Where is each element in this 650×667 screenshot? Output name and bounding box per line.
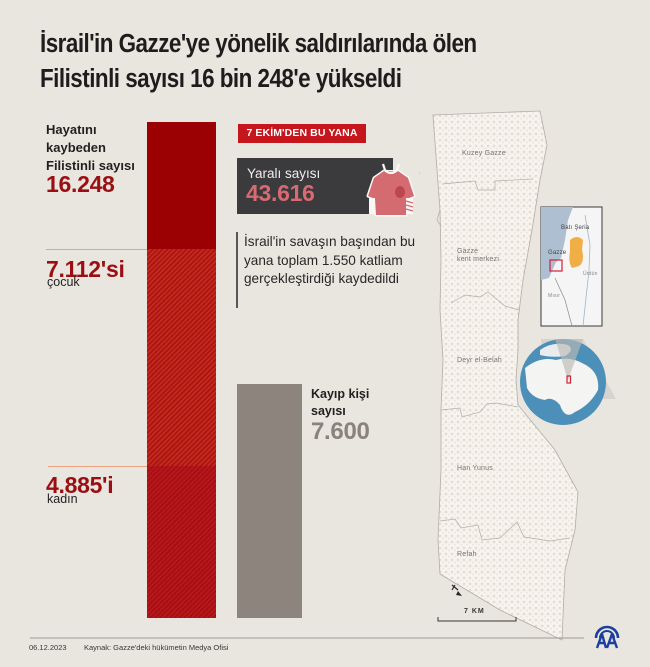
missing-label: Kayıp kişi sayısı	[311, 386, 369, 420]
aa-logo-icon	[594, 625, 620, 649]
wounded-value: 43.616	[246, 180, 315, 206]
inset-label-egypt: Mısır	[548, 293, 561, 299]
women-divider	[48, 466, 216, 467]
inset-label-west-bank: Batı Şeria	[561, 225, 590, 231]
scale-label: 7 KM	[464, 608, 485, 615]
children-value: 7.112'si	[46, 256, 125, 282]
map-label-han-yunus: Han Yunus	[457, 465, 493, 472]
wounded-box	[237, 158, 393, 214]
map-label-deyr-el-belah: Deyr el-Belah	[457, 357, 503, 364]
deaths-value: 16.248	[46, 171, 115, 197]
wounded-person-shirt-icon	[366, 163, 420, 217]
children-label: çocuk	[47, 275, 80, 289]
missing-bar	[237, 384, 302, 618]
women-value: 4.885'i	[46, 472, 114, 498]
map-label-refah: Refah	[457, 551, 477, 558]
missing-label-line-1: Kayıp kişi	[311, 387, 370, 401]
deaths-label: Hayatını kaybeden Filistinli sayısı	[46, 122, 135, 173]
women-label: kadın	[47, 492, 78, 506]
massacre-note: İsrail'in savaşın başından bu yana topla…	[244, 234, 416, 286]
title-line-1: İsrail'in Gazze'ye yönelik saldırılarınd…	[40, 30, 477, 58]
map-label-gazze-kent-merkezi: Gazze kent merkezi	[457, 248, 500, 263]
inset-label-jordan: Ürdün	[583, 271, 598, 277]
deaths-bar-other-segment	[147, 122, 216, 249]
page-title: İsrail'in Gazze'ye yönelik saldırılarınd…	[40, 27, 559, 97]
missing-label-line-2: sayısı	[311, 404, 346, 418]
wounded-label: Yaralı sayısı	[247, 166, 321, 181]
missing-value: 7.600	[311, 418, 370, 445]
deaths-bar-women-segment	[147, 466, 216, 618]
children-divider	[46, 249, 216, 250]
deaths-bar	[147, 122, 216, 618]
title-line-2: Filistinli sayısı 16 bin 248'e yükseldi	[40, 65, 402, 93]
footer-date: 06.12.2023	[29, 643, 67, 652]
deaths-bar-children-segment	[147, 249, 216, 466]
map-label-kuzey-gazze: Kuzey Gazze	[462, 150, 506, 157]
inset-label-gaza: Gazze	[548, 250, 567, 256]
note-vertical-rule	[236, 232, 238, 308]
since-oct7-badge: 7 EKİM'DEN BU YANA	[238, 124, 366, 143]
footer-source: Kaynak: Gazze'deki hükümetin Medya Ofisi	[84, 643, 229, 652]
